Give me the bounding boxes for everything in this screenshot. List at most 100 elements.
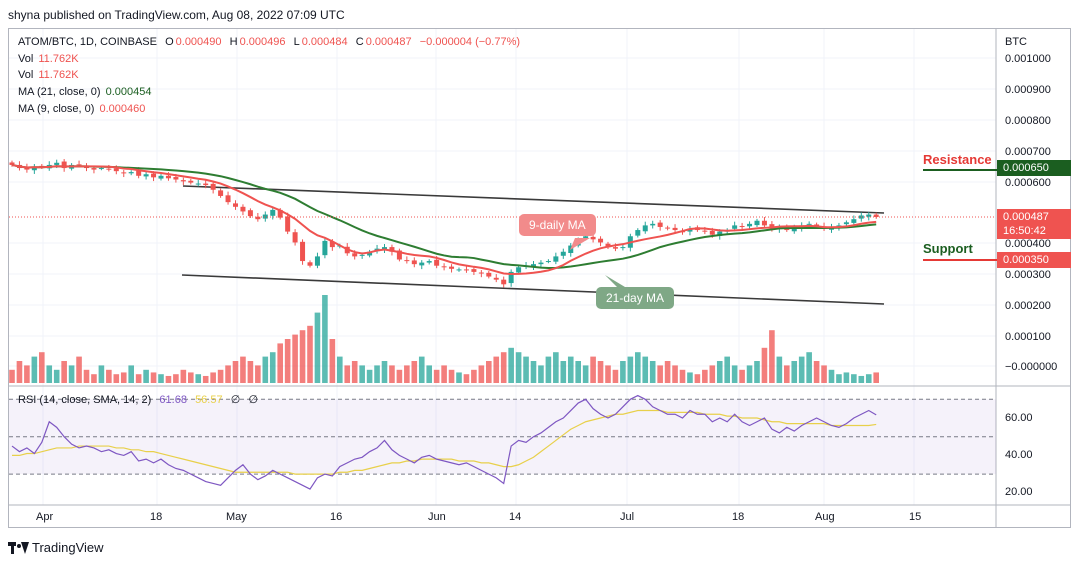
rsi-line	[11, 394, 877, 490]
trend-lines	[181, 185, 885, 305]
legend-h-label: H	[229, 36, 238, 48]
volume-bar	[657, 365, 663, 383]
candle-body	[128, 172, 134, 174]
candle-body	[165, 175, 171, 179]
volume-bar	[620, 361, 626, 383]
volume-bar	[9, 369, 15, 383]
rsi-tick: 60.00	[1005, 412, 1033, 424]
candle-body	[456, 269, 462, 271]
volume-bar	[508, 347, 514, 383]
price-tick: 0.000100	[1005, 331, 1051, 343]
candle-body	[180, 180, 186, 182]
candle-body	[508, 271, 514, 284]
candle-body	[501, 279, 507, 285]
volume-bar	[642, 356, 649, 383]
candle-body	[389, 247, 395, 252]
x-tick: 15	[909, 511, 922, 523]
candle-body	[590, 236, 596, 240]
volume-bar	[158, 374, 164, 383]
candle-body	[233, 203, 238, 207]
candle-body	[121, 172, 127, 174]
candle-body	[411, 260, 417, 265]
candle-body	[463, 269, 469, 271]
volume-bar	[366, 369, 373, 383]
candle-body	[98, 168, 104, 170]
volume-bar	[605, 365, 611, 383]
upper-trend-line	[182, 185, 885, 214]
volume-bar	[322, 295, 328, 383]
candle-body	[791, 228, 797, 232]
candle-body	[173, 177, 179, 180]
lower-trend-line	[181, 274, 885, 305]
volume-bar	[523, 356, 529, 383]
candle-body	[136, 170, 142, 176]
resistance-price-tag: 0.000650	[997, 160, 1071, 176]
price-tick: 0.000700	[1005, 146, 1051, 158]
volume-bar	[374, 365, 380, 383]
rsi-extra-2: ∅	[248, 394, 259, 406]
volume-bar	[217, 369, 224, 383]
volume-bar	[798, 356, 805, 383]
candle-body	[426, 261, 432, 263]
volume-bar	[590, 356, 596, 383]
legend-vol1: Vol 11.762K	[18, 53, 81, 65]
candle-body	[285, 216, 291, 232]
legend-l-label: L	[293, 36, 300, 48]
volume-bar	[635, 352, 641, 383]
volume-bar	[776, 356, 783, 383]
volume-bar	[761, 347, 768, 383]
candle-body	[732, 225, 738, 229]
candle-body	[754, 220, 760, 226]
tradingview-brand: TradingView	[8, 540, 104, 555]
volume-bar	[426, 365, 432, 383]
volume-bar	[180, 369, 187, 383]
ma21-value: 0.000454	[105, 86, 152, 98]
candle-body	[300, 241, 306, 262]
volume-bar	[98, 365, 105, 383]
candle-body	[545, 261, 551, 263]
candle-body	[143, 174, 149, 177]
candle-body	[240, 206, 246, 212]
volume-bar	[702, 369, 708, 383]
candle-body	[76, 164, 82, 166]
candle-body	[292, 232, 298, 243]
volume-bar	[314, 312, 321, 383]
candle-body	[583, 236, 589, 239]
candle-body	[761, 220, 767, 226]
volume-bar	[202, 375, 209, 383]
ma21-line	[11, 163, 877, 270]
volume-bar	[709, 365, 716, 383]
volume-bar	[150, 372, 157, 383]
volume-bar	[627, 356, 634, 383]
candle-body	[367, 251, 373, 256]
support-price-tag: 0.000350	[997, 252, 1071, 268]
candle-body	[642, 225, 648, 232]
volume-bar	[597, 361, 604, 383]
rsi-panel	[9, 394, 996, 490]
volume-bar	[724, 356, 730, 383]
volume-bar	[232, 361, 239, 383]
volume-bar	[247, 361, 254, 383]
volume-bar	[195, 374, 202, 383]
candle-body	[538, 262, 544, 265]
volume-bar	[813, 361, 820, 383]
x-tick: 18	[732, 511, 745, 523]
candle-body	[516, 267, 522, 273]
x-tick: Jul	[620, 511, 635, 523]
legend-low: 0.000484	[301, 36, 348, 48]
volume-bar	[76, 356, 82, 383]
ma9-line	[11, 163, 877, 276]
candle-body	[322, 240, 328, 256]
candle-body	[203, 183, 209, 186]
candle-body	[806, 223, 812, 225]
volume-bar	[649, 361, 656, 383]
resistance-label: Resistance	[923, 152, 992, 167]
volume-bar	[381, 361, 388, 383]
volume-bar	[240, 356, 246, 383]
volume-bar	[471, 369, 477, 383]
candle-body	[612, 247, 618, 249]
volume-bar	[486, 361, 492, 383]
vol1-value: 11.762K	[38, 53, 79, 65]
volume-bar	[664, 361, 671, 383]
